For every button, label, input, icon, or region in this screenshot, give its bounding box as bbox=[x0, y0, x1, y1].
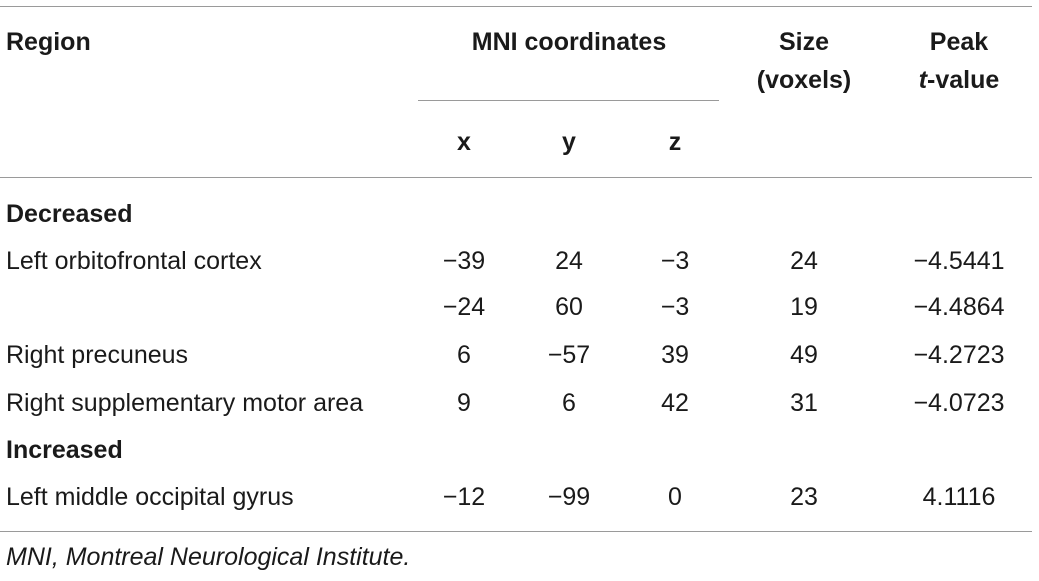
row-4-y: −99 bbox=[547, 483, 591, 511]
section-increased: Increased bbox=[6, 436, 123, 464]
row-0-z: −3 bbox=[660, 247, 690, 275]
row-0-size: 24 bbox=[790, 247, 818, 275]
row-2-x: 6 bbox=[457, 341, 471, 369]
row-0-y: 24 bbox=[555, 247, 583, 275]
row-3-size: 31 bbox=[790, 389, 818, 417]
header-mni-coordinates: MNI coordinates bbox=[471, 28, 667, 56]
row-2-region: Right precuneus bbox=[6, 341, 189, 369]
section-decreased: Decreased bbox=[6, 200, 133, 228]
row-2-peak: −4.2723 bbox=[913, 341, 1005, 369]
header-peak-t: t bbox=[918, 66, 928, 94]
row-3-x: 9 bbox=[457, 389, 471, 417]
header-peak-line1: Peak bbox=[929, 28, 989, 56]
header-region: Region bbox=[6, 28, 91, 56]
row-4-x: −12 bbox=[442, 483, 486, 511]
header-x: x bbox=[457, 128, 471, 156]
row-1-z: −3 bbox=[660, 293, 690, 321]
header-peak: Peak t-value bbox=[919, 27, 1000, 95]
row-3-z: 42 bbox=[661, 389, 689, 417]
row-2-z: 39 bbox=[661, 341, 689, 369]
row-4-region: Left middle occipital gyrus bbox=[6, 483, 294, 511]
row-1-y: 60 bbox=[555, 293, 583, 321]
row-1-x: −24 bbox=[442, 293, 486, 321]
table-footnote: MNI, Montreal Neurological Institute. bbox=[6, 543, 411, 571]
header-y: y bbox=[562, 128, 576, 156]
row-3-region: Right supplementary motor area bbox=[6, 389, 364, 417]
header-size: Size (voxels) bbox=[757, 27, 851, 95]
row-4-peak: 4.1116 bbox=[922, 483, 996, 511]
header-bottom-rule bbox=[0, 177, 1032, 178]
row-0-region: Left orbitofrontal cortex bbox=[6, 247, 262, 275]
table-bottom-rule bbox=[0, 531, 1032, 532]
row-3-peak: −4.0723 bbox=[913, 389, 1005, 417]
header-peak-rest: -value bbox=[927, 66, 1000, 94]
header-peak-line2: t-value bbox=[919, 65, 1000, 95]
row-4-size: 23 bbox=[790, 483, 818, 511]
header-z: z bbox=[668, 128, 682, 156]
row-0-peak: −4.5441 bbox=[913, 247, 1005, 275]
row-4-z: 0 bbox=[668, 483, 682, 511]
row-1-size: 19 bbox=[790, 293, 818, 321]
row-2-y: −57 bbox=[547, 341, 591, 369]
row-1-peak: −4.4864 bbox=[913, 293, 1005, 321]
row-2-size: 49 bbox=[790, 341, 818, 369]
mni-subheader-rule bbox=[418, 100, 719, 101]
row-3-y: 6 bbox=[562, 389, 576, 417]
row-0-x: −39 bbox=[442, 247, 486, 275]
table-top-rule bbox=[0, 6, 1032, 7]
header-size-line2: (voxels) bbox=[756, 66, 852, 94]
header-size-line1: Size bbox=[778, 28, 830, 56]
